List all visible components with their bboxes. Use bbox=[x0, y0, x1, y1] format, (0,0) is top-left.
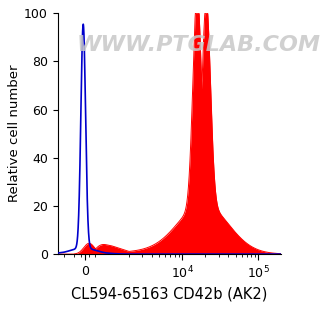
Y-axis label: Relative cell number: Relative cell number bbox=[8, 65, 21, 202]
X-axis label: CL594-65163 CD42b (AK2): CL594-65163 CD42b (AK2) bbox=[71, 287, 268, 302]
Text: WWW.PTGLAB.COM: WWW.PTGLAB.COM bbox=[77, 35, 320, 55]
